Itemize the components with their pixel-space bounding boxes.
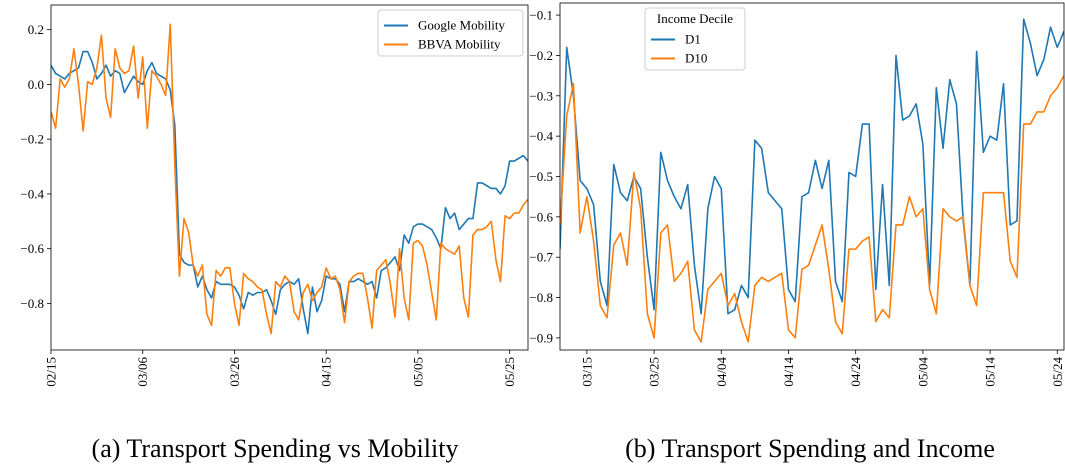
x-tick-label: 05/04 <box>915 357 930 387</box>
y-tick-label: −0.7 <box>529 250 553 265</box>
x-tick-label: 04/24 <box>848 357 863 387</box>
y-tick-label: 0.2 <box>28 22 44 37</box>
y-tick-label: −0.4 <box>20 186 44 201</box>
y-tick-label: −0.4 <box>529 129 553 144</box>
y-tick-label: −0.6 <box>529 209 553 224</box>
y-tick-label: −0.6 <box>20 241 44 256</box>
legend-box <box>644 7 746 71</box>
legend-label: D1 <box>685 32 701 47</box>
y-tick-label: −0.5 <box>529 169 553 184</box>
series-line <box>560 75 1064 343</box>
caption: (b) Transport Spending and Income <box>625 434 995 463</box>
x-tick-label: 04/14 <box>781 357 796 387</box>
caption: (a) Transport Spending vs Mobility <box>92 434 459 463</box>
y-tick-label: −0.1 <box>529 8 553 23</box>
x-tick-label: 02/15 <box>44 357 59 387</box>
x-tick-label: 05/24 <box>1050 357 1065 387</box>
y-tick-label: −0.8 <box>529 290 553 305</box>
y-tick-label: −0.3 <box>529 88 553 103</box>
y-tick-label: −0.2 <box>20 132 44 147</box>
y-tick-label: −0.2 <box>529 48 553 63</box>
legend-label: Google Mobility <box>418 18 506 33</box>
series-line <box>51 23 528 335</box>
x-tick-label: 03/25 <box>647 357 662 387</box>
x-tick-label: 03/06 <box>135 357 150 387</box>
x-tick-label: 05/05 <box>410 357 425 387</box>
x-tick-label: 03/26 <box>227 357 242 387</box>
legend-label: D10 <box>685 51 707 66</box>
y-tick-label: −0.9 <box>529 330 553 345</box>
y-tick-label: −0.8 <box>20 296 44 311</box>
series-line <box>560 18 1064 315</box>
legend-box <box>377 9 524 57</box>
x-tick-label: 04/04 <box>714 357 729 387</box>
x-tick-label: 05/14 <box>983 357 998 387</box>
x-tick-label: 04/15 <box>319 357 334 387</box>
x-tick-label: 05/25 <box>502 357 517 387</box>
legend-label: BBVA Mobility <box>418 37 501 52</box>
series-line <box>51 50 528 335</box>
plot-frame <box>50 4 529 351</box>
legend-title: Income Decile <box>657 11 733 26</box>
plot-frame <box>559 2 1065 351</box>
x-tick-label: 03/15 <box>579 357 594 387</box>
y-tick-label: 0.0 <box>28 77 44 92</box>
